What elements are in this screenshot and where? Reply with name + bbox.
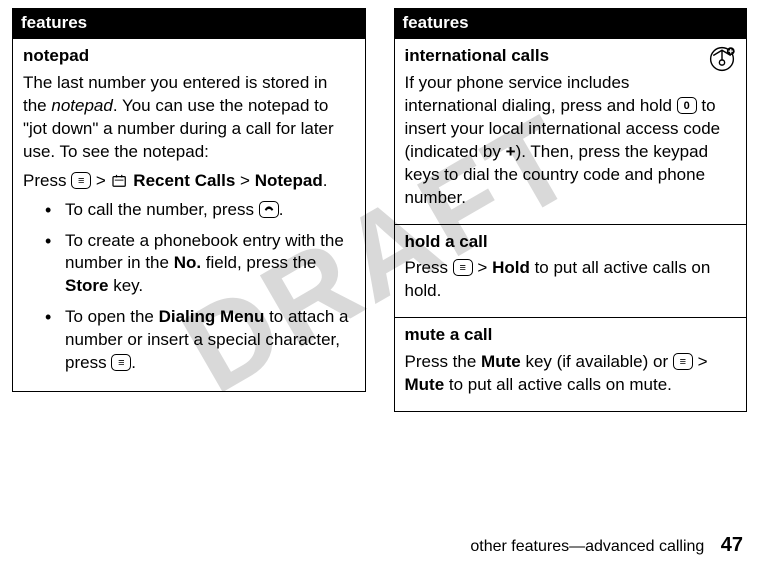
hold-p1: Press > Hold to put all active calls on … <box>405 257 737 303</box>
text: . <box>279 200 284 219</box>
notepad-title: notepad <box>23 45 355 68</box>
left-column: features notepad The last number you ent… <box>12 8 366 392</box>
text: > <box>693 352 708 371</box>
call-key-icon <box>259 201 279 218</box>
notepad-cell: notepad The last number you entered is s… <box>13 38 365 391</box>
text: Press the <box>405 352 482 371</box>
mute-title: mute a call <box>405 324 737 347</box>
intl-cell: international calls If your phone servic… <box>395 38 747 224</box>
text: field, press the <box>201 253 316 272</box>
text: > <box>91 171 110 190</box>
page-columns: features notepad The last number you ent… <box>0 0 759 412</box>
hold-label: Hold <box>492 258 530 277</box>
recent-calls-icon <box>111 174 129 188</box>
hold-cell: hold a call Press > Hold to put all acti… <box>395 224 747 318</box>
notepad-label: Notepad <box>255 171 323 190</box>
page-number: 47 <box>721 534 743 556</box>
intl-title: international calls <box>405 45 737 68</box>
mute-cell: mute a call Press the Mute key (if avail… <box>395 317 747 411</box>
menu-key-icon <box>673 353 693 370</box>
bullet-3: To open the Dialing Menu to attach a num… <box>45 306 355 375</box>
text: To open the <box>65 307 159 326</box>
right-column: features international calls If your pho… <box>394 8 748 412</box>
text: If your phone service includes internati… <box>405 73 677 115</box>
text: Press <box>23 171 71 190</box>
notepad-p1: The last number you entered is stored in… <box>23 72 355 164</box>
footer-text: other features—advanced calling <box>470 538 704 555</box>
hold-title: hold a call <box>405 231 737 254</box>
mute-p1: Press the Mute key (if available) or > M… <box>405 351 737 397</box>
bullet-2: To create a phonebook entry with the num… <box>45 230 355 299</box>
no-label: No. <box>174 253 201 272</box>
mute-label: Mute <box>481 352 521 371</box>
text: > <box>473 258 492 277</box>
notepad-bullets: To call the number, press . To create a … <box>45 199 355 376</box>
text: Press <box>405 258 453 277</box>
notepad-press-line: Press > Recent Calls > Notepad. <box>23 170 355 193</box>
mute-label-2: Mute <box>405 375 445 394</box>
text: key. <box>108 276 143 295</box>
text: to put all active calls on mute. <box>444 375 672 394</box>
right-header: features <box>395 9 747 38</box>
intl-p1: If your phone service includes internati… <box>405 72 737 210</box>
text: To call the number, press <box>65 200 259 219</box>
network-feature-icon <box>708 45 736 73</box>
zero-key-icon <box>677 97 697 114</box>
text: key (if available) or <box>521 352 673 371</box>
left-header: features <box>13 9 365 38</box>
notepad-italic: notepad <box>51 96 112 115</box>
text: > <box>235 171 254 190</box>
page-footer: other features—advanced calling 47 <box>470 534 743 557</box>
bullet-1: To call the number, press . <box>45 199 355 222</box>
menu-key-icon <box>71 172 91 189</box>
text: . <box>131 353 136 372</box>
store-label: Store <box>65 276 108 295</box>
menu-key-icon <box>453 259 473 276</box>
text: . <box>323 171 328 190</box>
recent-calls-label: Recent Calls <box>129 171 236 190</box>
plus-symbol: + <box>506 142 516 161</box>
dialing-menu-label: Dialing Menu <box>159 307 265 326</box>
menu-key-icon <box>111 354 131 371</box>
